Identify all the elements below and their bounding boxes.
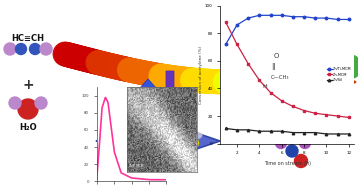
- Ellipse shape: [134, 133, 142, 139]
- Circle shape: [117, 138, 127, 148]
- Zn/Ti-MCM: [302, 15, 306, 18]
- Circle shape: [18, 99, 38, 119]
- Zn-MCM: [224, 21, 228, 23]
- Text: H₂O: H₂O: [19, 123, 37, 132]
- Circle shape: [35, 97, 47, 109]
- Y-axis label: Conversion of acetylene (%): Conversion of acetylene (%): [199, 46, 203, 104]
- Circle shape: [169, 126, 179, 136]
- Zn/Ti-MCM: [335, 18, 340, 21]
- Zn/Ti-MCM: [235, 24, 239, 26]
- Ellipse shape: [194, 133, 202, 139]
- Text: C—CH₃: C—CH₃: [271, 75, 289, 80]
- Circle shape: [286, 145, 298, 157]
- X-axis label: Time on stream (h): Time on stream (h): [264, 161, 311, 166]
- Circle shape: [40, 43, 52, 55]
- Zn-MCM: [335, 115, 340, 117]
- Zn/Sil: [280, 130, 284, 132]
- Zn/Sil: [257, 130, 261, 132]
- Ellipse shape: [174, 133, 182, 139]
- Zn-MCM: [280, 100, 284, 102]
- Circle shape: [4, 43, 16, 55]
- Ellipse shape: [184, 143, 192, 149]
- Text: +: +: [22, 78, 34, 92]
- Text: HC≡CH: HC≡CH: [11, 34, 44, 43]
- Circle shape: [15, 43, 26, 54]
- Ellipse shape: [154, 153, 162, 159]
- Circle shape: [143, 118, 153, 128]
- Line: Zn-MCM: Zn-MCM: [224, 21, 350, 119]
- Text: Zn/Ti-MCM: Zn/Ti-MCM: [129, 164, 144, 168]
- Zn/Sil: [335, 133, 340, 135]
- Circle shape: [143, 138, 153, 148]
- Circle shape: [300, 138, 310, 149]
- FancyArrow shape: [139, 79, 157, 109]
- Zn/Ti-MCM: [257, 14, 261, 16]
- Zn-MCM: [302, 109, 306, 112]
- Ellipse shape: [144, 143, 153, 149]
- Ellipse shape: [113, 133, 122, 139]
- Zn-MCM: [235, 43, 239, 45]
- Zn/Ti-MCM: [268, 14, 273, 16]
- Zn/Sil: [268, 130, 273, 132]
- FancyArrow shape: [161, 71, 179, 103]
- Zn-MCM: [246, 63, 250, 65]
- Zn/Ti-MCM: [280, 14, 284, 16]
- Zn/Sil: [313, 132, 318, 134]
- Circle shape: [161, 120, 171, 130]
- Zn/Ti-MCM: [347, 18, 351, 21]
- Ellipse shape: [154, 133, 162, 139]
- Circle shape: [29, 43, 40, 54]
- Zn-MCM: [257, 79, 261, 81]
- Zn-MCM: [313, 112, 318, 114]
- Zn/Sil: [224, 127, 228, 130]
- Circle shape: [276, 138, 286, 149]
- Zn/Sil: [302, 132, 306, 134]
- Ellipse shape: [164, 123, 172, 129]
- Zn-MCM: [324, 114, 329, 116]
- Text: H: H: [262, 84, 267, 89]
- Zn/Sil: [235, 129, 239, 131]
- Zn/Sil: [324, 133, 329, 135]
- Zn/Ti-MCM: [291, 15, 295, 18]
- Circle shape: [179, 134, 189, 144]
- Ellipse shape: [164, 143, 172, 149]
- Text: O: O: [274, 53, 279, 59]
- Polygon shape: [338, 73, 356, 91]
- Zn-MCM: [347, 116, 351, 119]
- Legend: Zn/Ti-MCM, Zn-MCM, Zn/Sil: Zn/Ti-MCM, Zn-MCM, Zn/Sil: [325, 66, 353, 84]
- Circle shape: [125, 131, 135, 141]
- Ellipse shape: [124, 143, 132, 149]
- Zn/Sil: [291, 132, 295, 134]
- Zn/Ti-MCM: [324, 17, 329, 19]
- Line: Zn/Ti-MCM: Zn/Ti-MCM: [224, 14, 350, 46]
- Circle shape: [295, 154, 308, 167]
- Zn/Sil: [246, 129, 250, 131]
- Circle shape: [133, 124, 143, 134]
- Circle shape: [151, 130, 161, 140]
- Circle shape: [9, 97, 21, 109]
- Zn/Ti-MCM: [224, 43, 228, 45]
- Zn-MCM: [268, 91, 273, 94]
- Zn/Ti-MCM: [313, 17, 318, 19]
- Line: Zn/Sil: Zn/Sil: [224, 127, 350, 135]
- Polygon shape: [96, 120, 220, 162]
- Zn/Ti-MCM: [246, 17, 250, 19]
- Ellipse shape: [144, 123, 153, 129]
- Circle shape: [135, 148, 145, 158]
- Circle shape: [161, 142, 171, 152]
- Zn-MCM: [291, 105, 295, 108]
- Circle shape: [189, 138, 199, 148]
- Circle shape: [153, 154, 163, 164]
- Text: ‖: ‖: [271, 63, 275, 70]
- Zn/Sil: [347, 133, 351, 135]
- Circle shape: [171, 148, 181, 158]
